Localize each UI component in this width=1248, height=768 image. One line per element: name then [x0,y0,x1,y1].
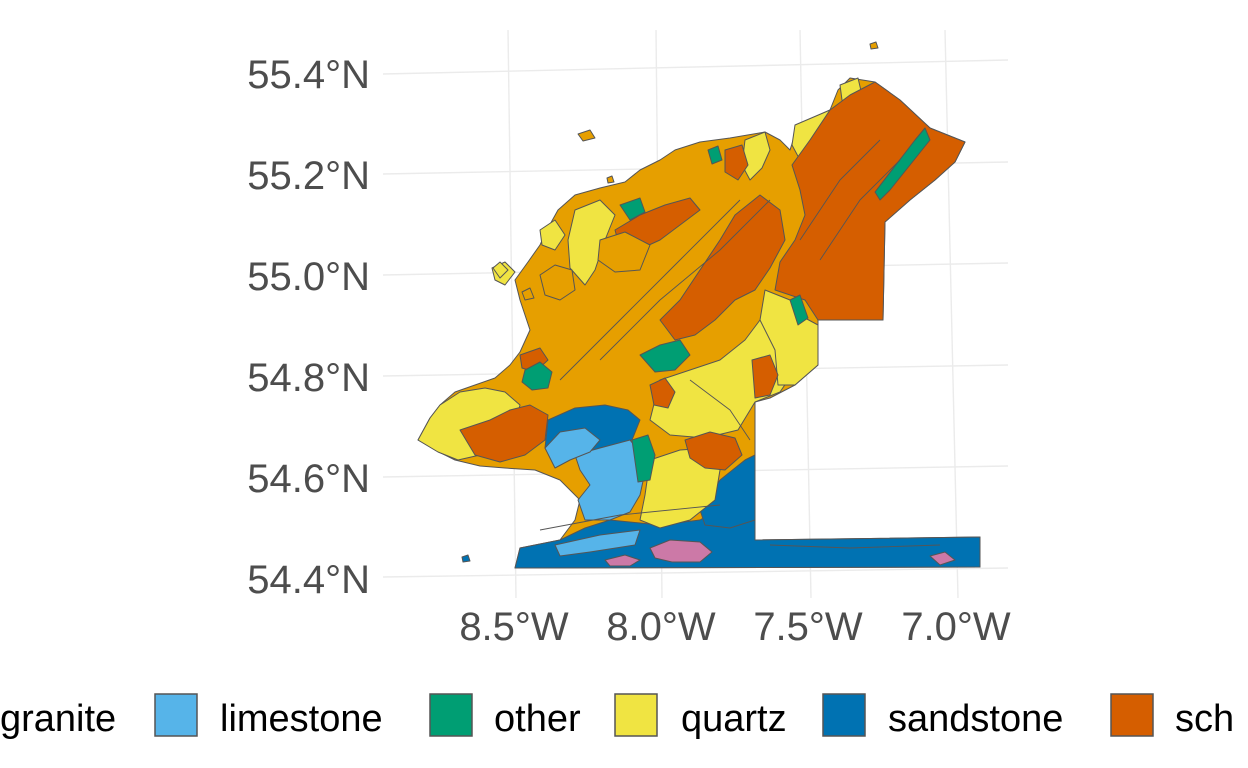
limestone-strip [554,529,641,557]
schist-east-small [751,354,779,399]
y-tick-label: 54.8°N [247,356,370,400]
legend-label: sandstone [888,698,1063,740]
island-3 [869,41,879,50]
y-tick-label: 54.6°N [247,457,370,501]
schist-south-central [684,431,743,471]
y-tick-label: 54.4°N [247,558,370,602]
schist-inlier [649,377,676,409]
fault-line-1 [559,199,741,381]
other-north [619,197,646,221]
legend-item-granite: granite [0,698,116,740]
fault-line-6 [769,544,941,549]
geology-units [417,41,981,569]
schist-south [459,404,549,463]
parallel-54-4 [382,567,1009,578]
x-axis: 8.5°W 8.0°W 7.5°W 7.0°W [459,605,1011,649]
island-4 [461,554,471,563]
other-west-ring [521,361,553,391]
granite-ring-complex [539,264,576,301]
fault-line-4 [799,139,881,241]
quartz-fringe [539,219,566,251]
legend-label: sch [1175,698,1234,740]
meridian-8-5w [507,29,517,599]
legend-swatch [822,693,866,737]
schist-central-belt [659,194,786,341]
meridian-7-0w [944,29,959,599]
island-5 [521,287,535,301]
schist-north-small [724,144,749,181]
legend-item-schist: sch [1110,693,1234,740]
island-1 [492,261,509,279]
pink-unit-2 [604,554,641,567]
pink-unit-1 [649,539,713,563]
x-tick-label: 7.0°W [901,605,1011,649]
y-tick-label: 55.4°N [247,53,370,97]
structural-lines [539,139,941,549]
other-east-small [789,294,809,326]
limestone-west [544,427,601,469]
sandstone-east-inlier [699,454,756,529]
quartz-north [567,199,616,286]
legend-item-other: other [429,693,581,740]
legend-label: quartz [681,698,787,740]
legend-swatch [429,693,473,737]
other-north-tip [707,145,723,165]
y-tick-label: 55.2°N [247,154,370,198]
legend-swatch [1110,693,1154,737]
fault-line-7 [689,379,751,441]
parallel-55-4 [382,59,1009,75]
schist-east-block [774,81,966,321]
legend-label: limestone [220,698,383,740]
other-central [639,339,691,373]
fault-line-5 [539,504,721,531]
legend-label: other [494,698,581,740]
legend-item-sandstone: sandstone [822,693,1063,740]
x-tick-label: 7.5°W [753,605,863,649]
island-6 [606,175,615,184]
island-2 [577,129,596,142]
fault-line-3 [819,159,901,261]
pink-unit-3 [929,551,956,566]
y-axis: 55.4°N 55.2°N 55.0°N 54.8°N 54.6°N 54.4°… [247,53,370,602]
legend-item-quartz: quartz [614,693,787,740]
granite-north-pluton [597,231,651,273]
fault-line-2 [599,199,771,361]
legend-item-limestone: limestone [154,693,383,740]
x-tick-label: 8.5°W [459,605,569,649]
limestone-central [574,439,646,521]
legend-swatch [614,693,658,737]
legend-swatch [154,693,198,737]
other-east-ridge [874,127,931,201]
x-tick-label: 8.0°W [606,605,716,649]
y-tick-label: 55.0°N [247,255,370,299]
other-south-strip [631,434,656,483]
legend-label: granite [0,698,116,740]
legend: granite limestone other quartz sandstone… [0,693,1234,740]
